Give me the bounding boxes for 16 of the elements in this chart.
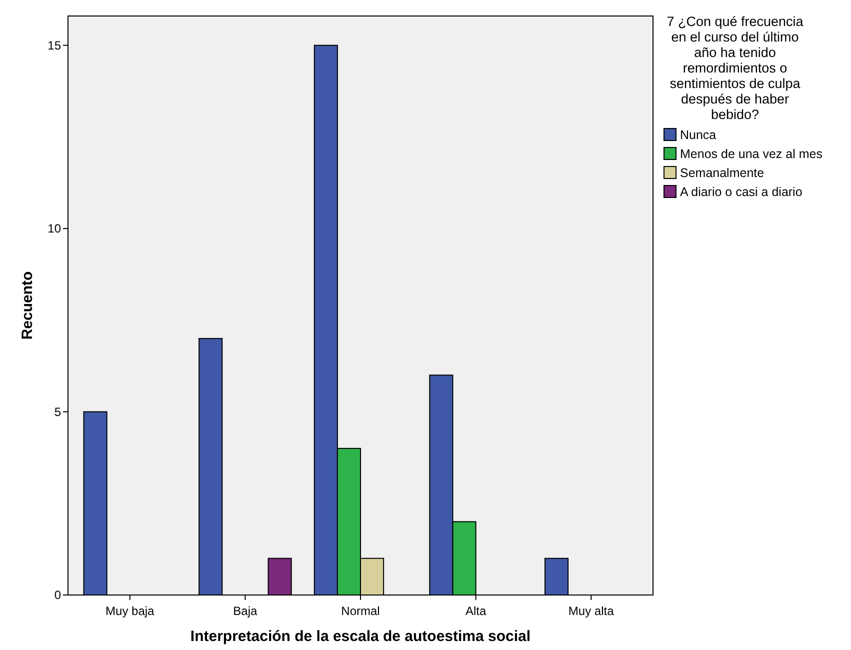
x-tick-label: Normal — [341, 604, 380, 618]
y-tick-label: 10 — [48, 222, 62, 236]
legend-title: 7 ¿Con qué frecuencia en el curso del último año ha tenido remordimientos o sentimientos de culpa después de haber bebido? — [666, 14, 804, 122]
legend-label: A diario o casi a diario — [680, 184, 802, 199]
x-axis-title: Interpretación de la escala de autoestima social — [190, 628, 531, 645]
legend-label: Menos de una vez al mes — [680, 146, 822, 161]
x-tick-label: Muy alta — [568, 604, 614, 618]
y-tick-label: 0 — [54, 588, 62, 602]
y-tick-label: 15 — [48, 38, 62, 53]
x-tick-label: Muy baja — [106, 604, 155, 618]
x-tick-label: Alta — [465, 604, 486, 618]
y-axis-title: Recuento — [19, 271, 36, 340]
legend-label: Nunca — [680, 128, 716, 142]
y-tick-label: 5 — [54, 404, 62, 419]
legend-label: Semanalmente — [680, 166, 764, 180]
x-tick-label: Baja — [233, 604, 258, 618]
